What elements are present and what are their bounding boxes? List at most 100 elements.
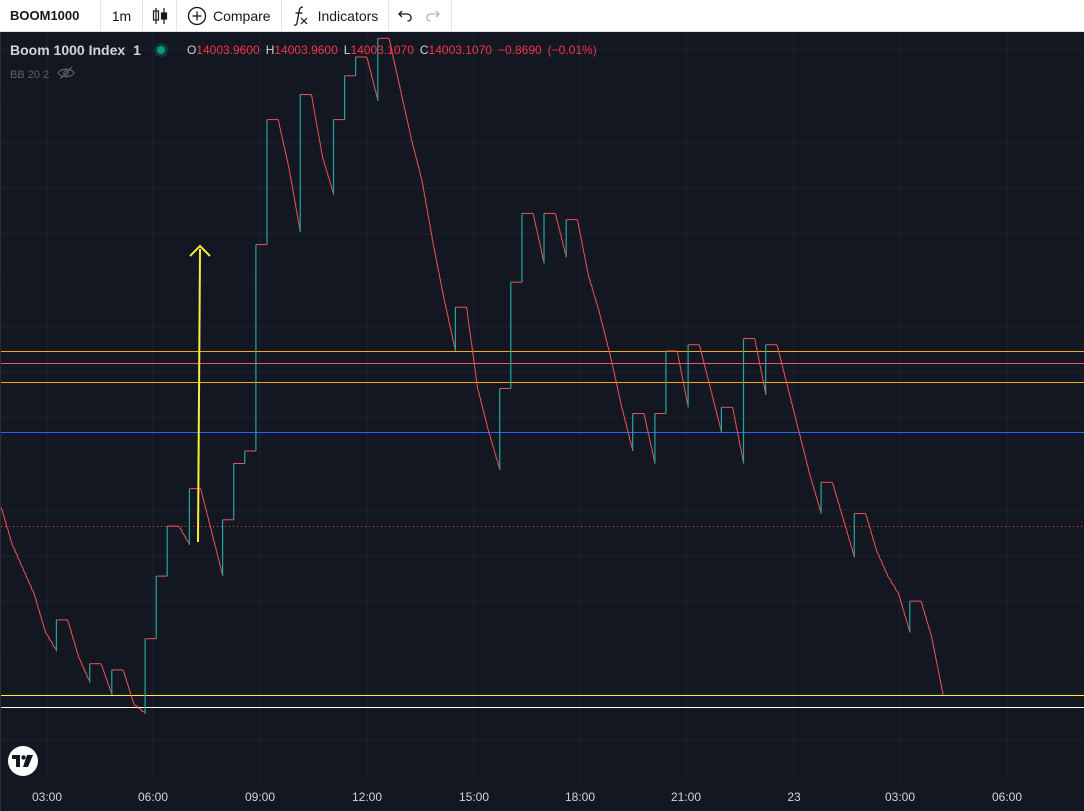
time-axis: 03:00 06:00 09:00 12:00 15:00 18:00 21:00 23 03:…: [32, 790, 1022, 804]
down-segment: [421, 181, 434, 245]
down-segment: [399, 88, 412, 139]
down-segment: [22, 569, 35, 595]
down-segment: [809, 475, 822, 514]
down-segment: [842, 519, 855, 558]
horizontal-lines: [1, 351, 1084, 708]
interval-button[interactable]: 1m: [101, 0, 143, 31]
indicator-legend: BB 20 2: [10, 66, 75, 83]
arrow-head: [189, 244, 211, 257]
eye-hidden-icon[interactable]: [57, 66, 75, 83]
compare-button[interactable]: Compare: [177, 0, 282, 31]
down-segment: [776, 344, 789, 389]
down-segment: [366, 56, 379, 101]
x-tick-label: 12:00: [352, 790, 382, 804]
down-segment: [443, 300, 456, 351]
indicators-button[interactable]: Indicators: [282, 0, 390, 31]
function-icon: [292, 5, 310, 27]
down-segment: [177, 525, 190, 545]
down-segment: [78, 657, 91, 683]
open-key: O: [186, 43, 197, 57]
compare-label: Compare: [213, 7, 271, 24]
symbol-search-button[interactable]: BOOM1000: [0, 0, 101, 31]
arrow-shaft: [197, 248, 201, 543]
down-segment: [122, 669, 135, 705]
yellow-arrow-annotation: [189, 244, 211, 543]
interval-label: 1m: [111, 7, 132, 24]
down-segment: [709, 388, 722, 433]
low-value: 14003.1070: [350, 43, 414, 57]
market-status-dot[interactable]: [156, 46, 165, 54]
down-segment: [432, 244, 445, 301]
symbol-label: BOOM1000: [10, 8, 80, 23]
x-tick-label: 21:00: [671, 790, 701, 804]
x-tick-label: 03:00: [885, 790, 915, 804]
price-series: [1, 37, 944, 714]
down-segment: [610, 357, 623, 408]
down-segment: [288, 169, 301, 233]
close-value: 14003.1070: [428, 43, 492, 57]
down-segment: [576, 219, 589, 276]
low-key: L: [343, 43, 351, 57]
down-segment: [100, 663, 113, 695]
down-segment: [898, 594, 911, 633]
down-segment: [67, 619, 80, 658]
down-segment: [587, 275, 600, 314]
down-segment: [133, 704, 146, 714]
plus-circle-icon: [187, 6, 207, 26]
close-key: C: [419, 43, 429, 57]
x-tick-label: 06:00: [138, 790, 168, 804]
x-tick-label: 23: [787, 790, 801, 804]
down-segment: [931, 638, 944, 695]
x-tick-label: 06:00: [992, 790, 1022, 804]
grid: [1, 32, 1084, 780]
x-tick-label: 15:00: [459, 790, 489, 804]
high-value: 14003.9600: [274, 43, 338, 57]
price-chart[interactable]: 03:00 06:00 09:00 12:00 15:00 18:00 21:00 23 03:…: [1, 32, 1084, 811]
down-segment: [676, 350, 689, 408]
down-segment: [621, 407, 634, 451]
tradingview-logo[interactable]: [8, 746, 38, 776]
down-segment: [831, 482, 844, 520]
x-tick-label: 18:00: [565, 790, 595, 804]
bollinger-bands-label[interactable]: BB 20 2: [10, 68, 50, 81]
open-value: 14003.9600: [196, 43, 260, 57]
down-segment: [754, 338, 767, 395]
down-segment: [466, 307, 478, 389]
redo-icon: [425, 8, 441, 24]
undo-button[interactable]: [389, 0, 421, 31]
down-segment: [488, 432, 501, 470]
change-value: −0.8690: [497, 43, 542, 57]
down-segment: [598, 313, 611, 358]
down-segment: [798, 432, 811, 476]
down-segment: [477, 388, 490, 433]
down-segment: [410, 138, 423, 183]
down-segment: [864, 513, 877, 552]
down-segment: [200, 488, 213, 533]
chart-style-button[interactable]: [143, 0, 177, 31]
down-segment: [211, 532, 224, 577]
down-segment: [33, 594, 46, 633]
x-tick-label: 09:00: [245, 790, 275, 804]
undo-icon: [397, 8, 413, 24]
high-key: H: [265, 43, 275, 57]
down-segment: [887, 575, 900, 595]
down-segment: [321, 156, 334, 195]
down-segment: [698, 344, 711, 389]
down-segment: [643, 413, 656, 464]
down-segment: [1, 507, 13, 545]
chart-pane[interactable]: 03:00 06:00 09:00 12:00 15:00 18:00 21:00 23 03:…: [0, 32, 1084, 811]
down-segment: [920, 600, 933, 639]
down-segment: [388, 38, 401, 89]
redo-button[interactable]: [421, 0, 453, 31]
down-segment: [731, 407, 744, 464]
tradingview-logo-icon: [12, 755, 33, 767]
down-segment: [310, 94, 323, 158]
down-segment: [554, 213, 567, 258]
legend-title[interactable]: Boom 1000 Index: [10, 42, 126, 58]
symbol-legend: Boom 1000 Index 1 O 14003.9600 H 14003.9…: [10, 42, 603, 58]
indicators-label: Indicators: [317, 7, 379, 24]
down-segment: [11, 544, 24, 570]
down-segment: [876, 550, 889, 577]
down-segment: [787, 388, 800, 433]
down-segment: [532, 213, 545, 264]
